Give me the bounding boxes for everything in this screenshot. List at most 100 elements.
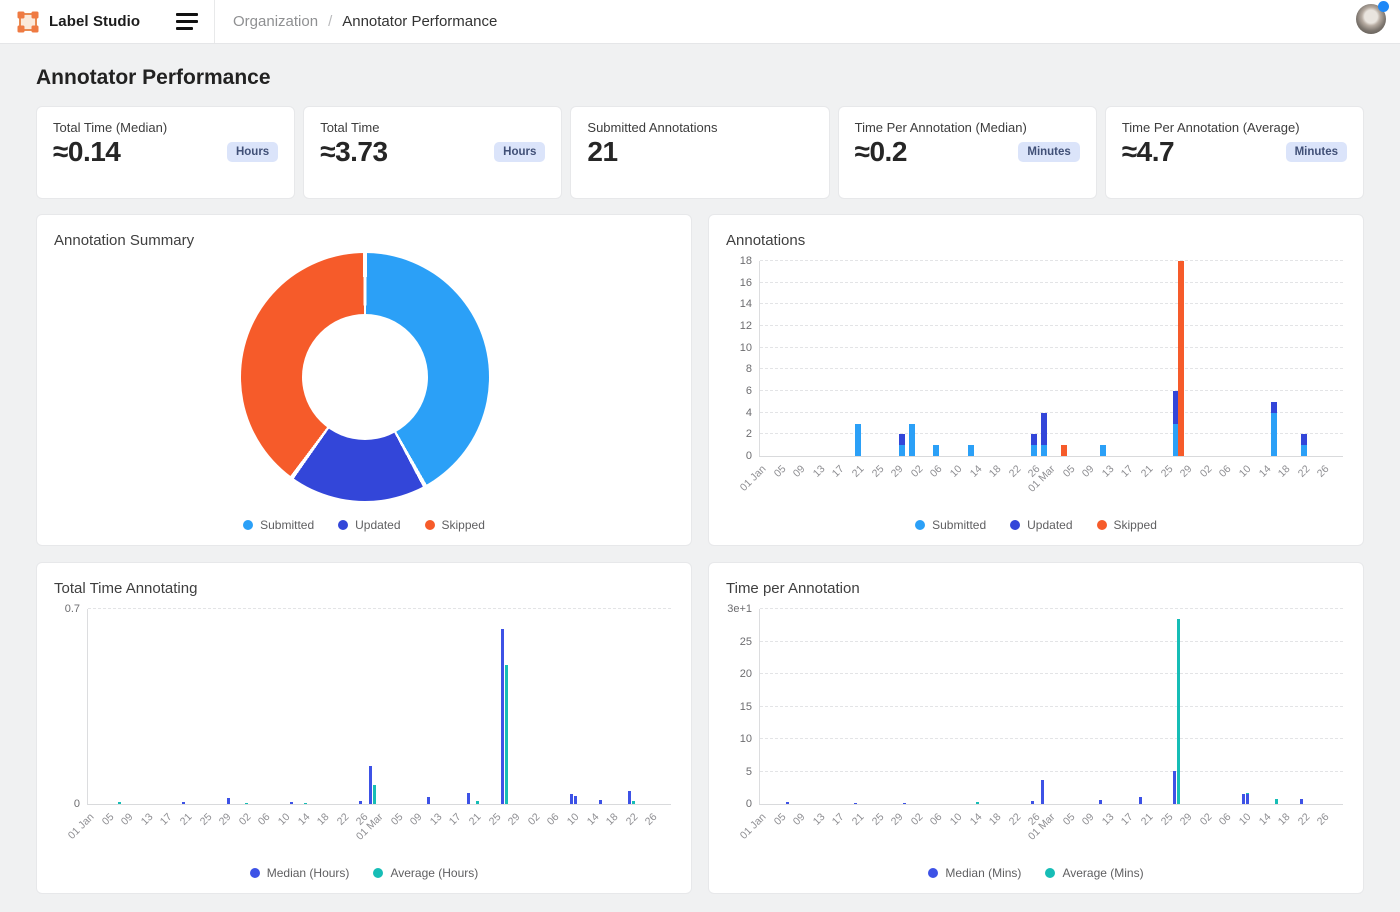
bar-median-hours[interactable] — [182, 802, 185, 804]
x-axis-tick-label: 09 — [1080, 811, 1097, 828]
bar-median-mins[interactable] — [786, 802, 789, 804]
breadcrumb: Organization / Annotator Performance — [233, 13, 497, 30]
x-axis-tick-label: 10 — [1237, 811, 1254, 828]
bar-average-hours[interactable] — [476, 801, 479, 804]
bar-median-hours[interactable] — [359, 801, 362, 804]
x-axis-tick-label: 14 — [584, 811, 601, 828]
bar-median-hours[interactable] — [570, 794, 573, 804]
bar-submitted[interactable] — [855, 424, 861, 456]
bar-average-hours[interactable] — [373, 785, 376, 804]
y-axis-tick-label: 0 — [74, 798, 80, 810]
x-axis-tick-label: 25 — [1158, 463, 1175, 480]
donut-chart[interactable] — [241, 253, 489, 501]
bar-median-mins[interactable] — [1139, 797, 1142, 804]
bar-submitted[interactable] — [1041, 445, 1047, 456]
bar-median-mins[interactable] — [1173, 771, 1176, 804]
bar-median-hours[interactable] — [628, 791, 631, 804]
x-axis-tick-label: 21 — [467, 811, 484, 828]
breadcrumb-organization[interactable]: Organization — [233, 13, 318, 30]
legend-item-average-hours[interactable]: Average (Hours) — [373, 866, 478, 880]
bar-submitted[interactable] — [968, 445, 974, 456]
panel-time-per-annotation: Time per Annotation 3e+1252015105001 Jan… — [708, 562, 1364, 894]
legend-item-updated[interactable]: Updated — [1010, 518, 1072, 532]
legend-label: Average (Hours) — [390, 866, 478, 880]
bar-median-mins[interactable] — [1246, 794, 1249, 804]
x-axis-tick-label: 22 — [1296, 463, 1313, 480]
bar-submitted[interactable] — [933, 445, 939, 456]
bar-median-hours[interactable] — [290, 802, 293, 804]
bar-skipped[interactable] — [1061, 445, 1067, 456]
legend-item-median-hours[interactable]: Median (Hours) — [250, 866, 350, 880]
x-axis-tick-label: 29 — [1178, 463, 1195, 480]
gridline — [760, 368, 1343, 369]
bar-average-mins[interactable] — [1177, 619, 1180, 804]
legend-dot — [373, 868, 383, 878]
bar-median-hours[interactable] — [599, 800, 602, 804]
stat-card-total-time-median: Total Time (Median) ≈0.14 Hours — [36, 106, 295, 199]
bar-median-hours[interactable] — [467, 793, 470, 804]
bar-median-mins[interactable] — [1031, 801, 1034, 804]
x-axis-tick-label: 18 — [987, 463, 1004, 480]
x-axis-tick-label: 09 — [119, 811, 136, 828]
bar-median-mins[interactable] — [1099, 800, 1102, 804]
bar-skipped[interactable] — [1178, 261, 1184, 456]
bar-median-hours[interactable] — [227, 798, 230, 804]
stat-label: Time Per Annotation (Median) — [855, 120, 1080, 135]
donut-hole — [302, 314, 428, 440]
legend-item-average-mins[interactable]: Average (Mins) — [1045, 866, 1143, 880]
bar-median-hours[interactable] — [427, 797, 430, 804]
brand[interactable]: Label Studio — [16, 10, 140, 34]
chart-legend: Submitted Updated Skipped — [37, 518, 691, 532]
bar-median-mins[interactable] — [1300, 799, 1303, 804]
bar-submitted[interactable] — [1031, 445, 1037, 456]
legend-item-skipped[interactable]: Skipped — [425, 518, 485, 532]
y-axis-tick-label: 10 — [740, 342, 752, 354]
notification-dot — [1378, 1, 1389, 12]
x-axis-tick-label: 06 — [928, 811, 945, 828]
bar-submitted[interactable] — [1301, 445, 1307, 456]
x-axis-tick-label: 22 — [1296, 811, 1313, 828]
stat-value: ≈3.73 — [320, 136, 387, 168]
bar-median-hours[interactable] — [501, 629, 504, 805]
header-right — [1356, 4, 1386, 39]
y-axis-tick-label: 12 — [740, 320, 752, 332]
legend-label: Skipped — [442, 518, 485, 532]
bar-median-mins[interactable] — [903, 803, 906, 804]
bar-average-mins[interactable] — [976, 802, 979, 804]
x-axis-tick-label: 05 — [771, 463, 788, 480]
bar-average-mins[interactable] — [1275, 799, 1278, 804]
bar-submitted[interactable] — [1271, 413, 1277, 456]
legend-item-submitted[interactable]: Submitted — [915, 518, 986, 532]
bar-average-hours[interactable] — [304, 803, 307, 804]
bar-average-hours[interactable] — [632, 801, 635, 804]
bar-median-mins[interactable] — [854, 803, 857, 804]
x-axis-tick-label: 26 — [1315, 811, 1332, 828]
chart-legend: Submitted Updated Skipped — [709, 518, 1363, 532]
legend-item-median-mins[interactable]: Median (Mins) — [928, 866, 1021, 880]
total-time-bar-chart: 0.7001 Jan050913172125290206101418222601… — [87, 609, 671, 805]
x-axis-tick-label: 10 — [948, 811, 965, 828]
bar-average-hours[interactable] — [245, 803, 248, 804]
menu-toggle-icon[interactable] — [176, 13, 198, 30]
gridline — [760, 260, 1343, 261]
bar-submitted[interactable] — [899, 445, 905, 456]
x-axis-tick-label: 05 — [1060, 463, 1077, 480]
bar-median-hours[interactable] — [574, 796, 577, 804]
bar-median-hours[interactable] — [369, 766, 372, 804]
bar-median-mins[interactable] — [1242, 794, 1245, 804]
legend-item-updated[interactable]: Updated — [338, 518, 400, 532]
bar-average-hours[interactable] — [118, 802, 121, 804]
bar-median-mins[interactable] — [1041, 780, 1044, 804]
gridline — [760, 325, 1343, 326]
bar-submitted[interactable] — [1100, 445, 1106, 456]
stat-value: ≈0.2 — [855, 136, 907, 168]
bar-average-hours[interactable] — [505, 665, 508, 804]
x-axis-tick-label: 25 — [197, 811, 214, 828]
legend-dot — [1045, 868, 1055, 878]
bar-submitted[interactable] — [909, 424, 915, 456]
legend-item-skipped[interactable]: Skipped — [1097, 518, 1157, 532]
y-axis-tick-label: 5 — [746, 766, 752, 778]
x-axis-tick-label: 18 — [987, 811, 1004, 828]
legend-item-submitted[interactable]: Submitted — [243, 518, 314, 532]
x-axis-tick-label: 14 — [295, 811, 312, 828]
